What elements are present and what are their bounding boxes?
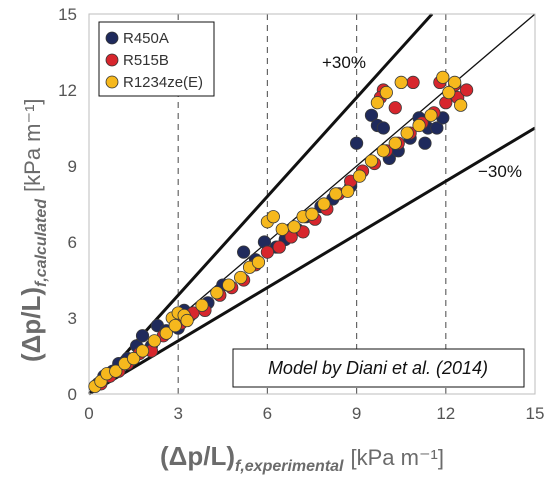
ref-label-minus30: −30% [478,162,522,181]
point-r1234ze-e-15 [210,286,224,300]
point-r1234ze-e-40 [394,75,408,90]
point-r515b-35 [388,101,402,115]
model-annotation: Model by Diani et al. (2014) [232,348,525,388]
y-tick-label-9: 9 [68,157,77,176]
point-r1234ze-e-37 [448,75,462,90]
point-r1234ze-e-17 [234,270,248,285]
data-points [88,70,474,393]
point-r1234ze-e-8 [159,326,173,340]
point-r515b-31 [460,83,474,97]
model-annotation-text: Model by Diani et al. (2014) [268,358,488,378]
point-r1234ze-e-23 [287,220,301,234]
point-r1234ze-e-29 [352,169,367,183]
x-axis-title-main: (Δp/L) [160,441,235,471]
legend-marker-r450a [105,31,119,45]
x-axis-title-unit: [kPa m⁻¹] [350,445,444,470]
point-r1234ze-e-41 [379,85,393,100]
x-tick-label-3: 3 [173,404,182,423]
point-r1234ze-e-28 [341,184,355,198]
point-r515b-15 [272,240,286,254]
x-tick-label-9: 9 [352,404,361,423]
minus30-line [88,126,536,396]
point-r1234ze-e-39 [454,98,468,112]
point-r1234ze-e-32 [388,136,402,150]
point-r1234ze-e-12 [168,318,182,333]
y-tick-label-0: 0 [68,385,77,404]
legend-label-r515b: R515B [123,52,169,69]
point-r1234ze-e-19 [251,255,266,269]
point-r1234ze-e-30 [364,154,379,168]
point-r450a-15 [237,245,251,259]
point-r1234ze-e-13 [180,313,194,328]
point-r1234ze-e-33 [400,126,414,140]
legend: R450A R515B R1234ze(E) [98,21,215,97]
plot-area-frame [88,13,536,395]
y-tick-label-6: 6 [68,233,77,252]
point-r515b-34 [406,75,420,90]
x-tick-label-6: 6 [263,404,272,423]
y-axis-title-main: (Δp/L) [16,287,46,362]
point-r1234ze-e-25 [305,207,319,221]
point-r450a-6 [135,329,150,343]
point-r1234ze-e-7 [147,334,162,348]
axis-ticks: 0 3 6 9 12 15 0 3 6 9 12 15 [58,5,544,423]
legend-marker-r515b [105,53,119,67]
y-tick-label-15: 15 [58,5,77,24]
y-tick-label-3: 3 [68,309,77,328]
point-r1234ze-e-27 [329,187,343,201]
point-r1234ze-e-38 [442,85,456,100]
point-r450a-25 [349,136,364,150]
point-r515b-14 [260,245,274,259]
x-tick-label-12: 12 [436,404,455,423]
point-r1234ze-e-26 [317,197,331,211]
x-axis-title: (Δp/L)f,experimental [kPa m⁻¹] [160,441,444,475]
point-r450a-34 [430,121,444,135]
ref-label-plus30: +30% [322,53,366,72]
point-r1234ze-e-31 [376,144,390,158]
legend-label-r450a: R450A [123,30,169,47]
x-tick-label-0: 0 [84,404,93,423]
legend-marker-r1234ze [105,75,119,89]
point-r1234ze-e-14 [195,298,209,312]
y-axis-title: (Δp/L)f,calculated [kPa m⁻¹] [16,98,50,362]
point-r1234ze-e-21 [266,210,280,224]
point-r1234ze-e-35 [424,108,438,122]
point-r1234ze-e-5 [127,351,141,366]
y-tick-label-12: 12 [58,81,77,100]
point-r1234ze-e-6 [135,344,150,358]
point-r1234ze-e-34 [412,118,426,133]
point-r450a-28 [376,121,390,135]
point-r1234ze-e-42 [370,96,385,110]
point-r1234ze-e-16 [222,278,236,292]
point-r1234ze-e-36 [436,70,450,84]
x-tick-label-15: 15 [526,404,545,423]
model-annotation-box [232,348,525,388]
point-r450a-36 [418,136,432,150]
legend-label-r1234ze: R1234ze(E) [123,74,203,91]
y-axis-title-unit: [kPa m⁻¹] [20,98,45,192]
point-r450a-26 [364,108,379,122]
y-axis-title-sub: f,calculated [33,198,50,287]
point-r1234ze-e-22 [275,222,289,236]
point-r1234ze-e-3 [109,364,123,378]
x-axis-title-sub: f,experimental [235,458,344,475]
grid-lines [177,14,447,394]
